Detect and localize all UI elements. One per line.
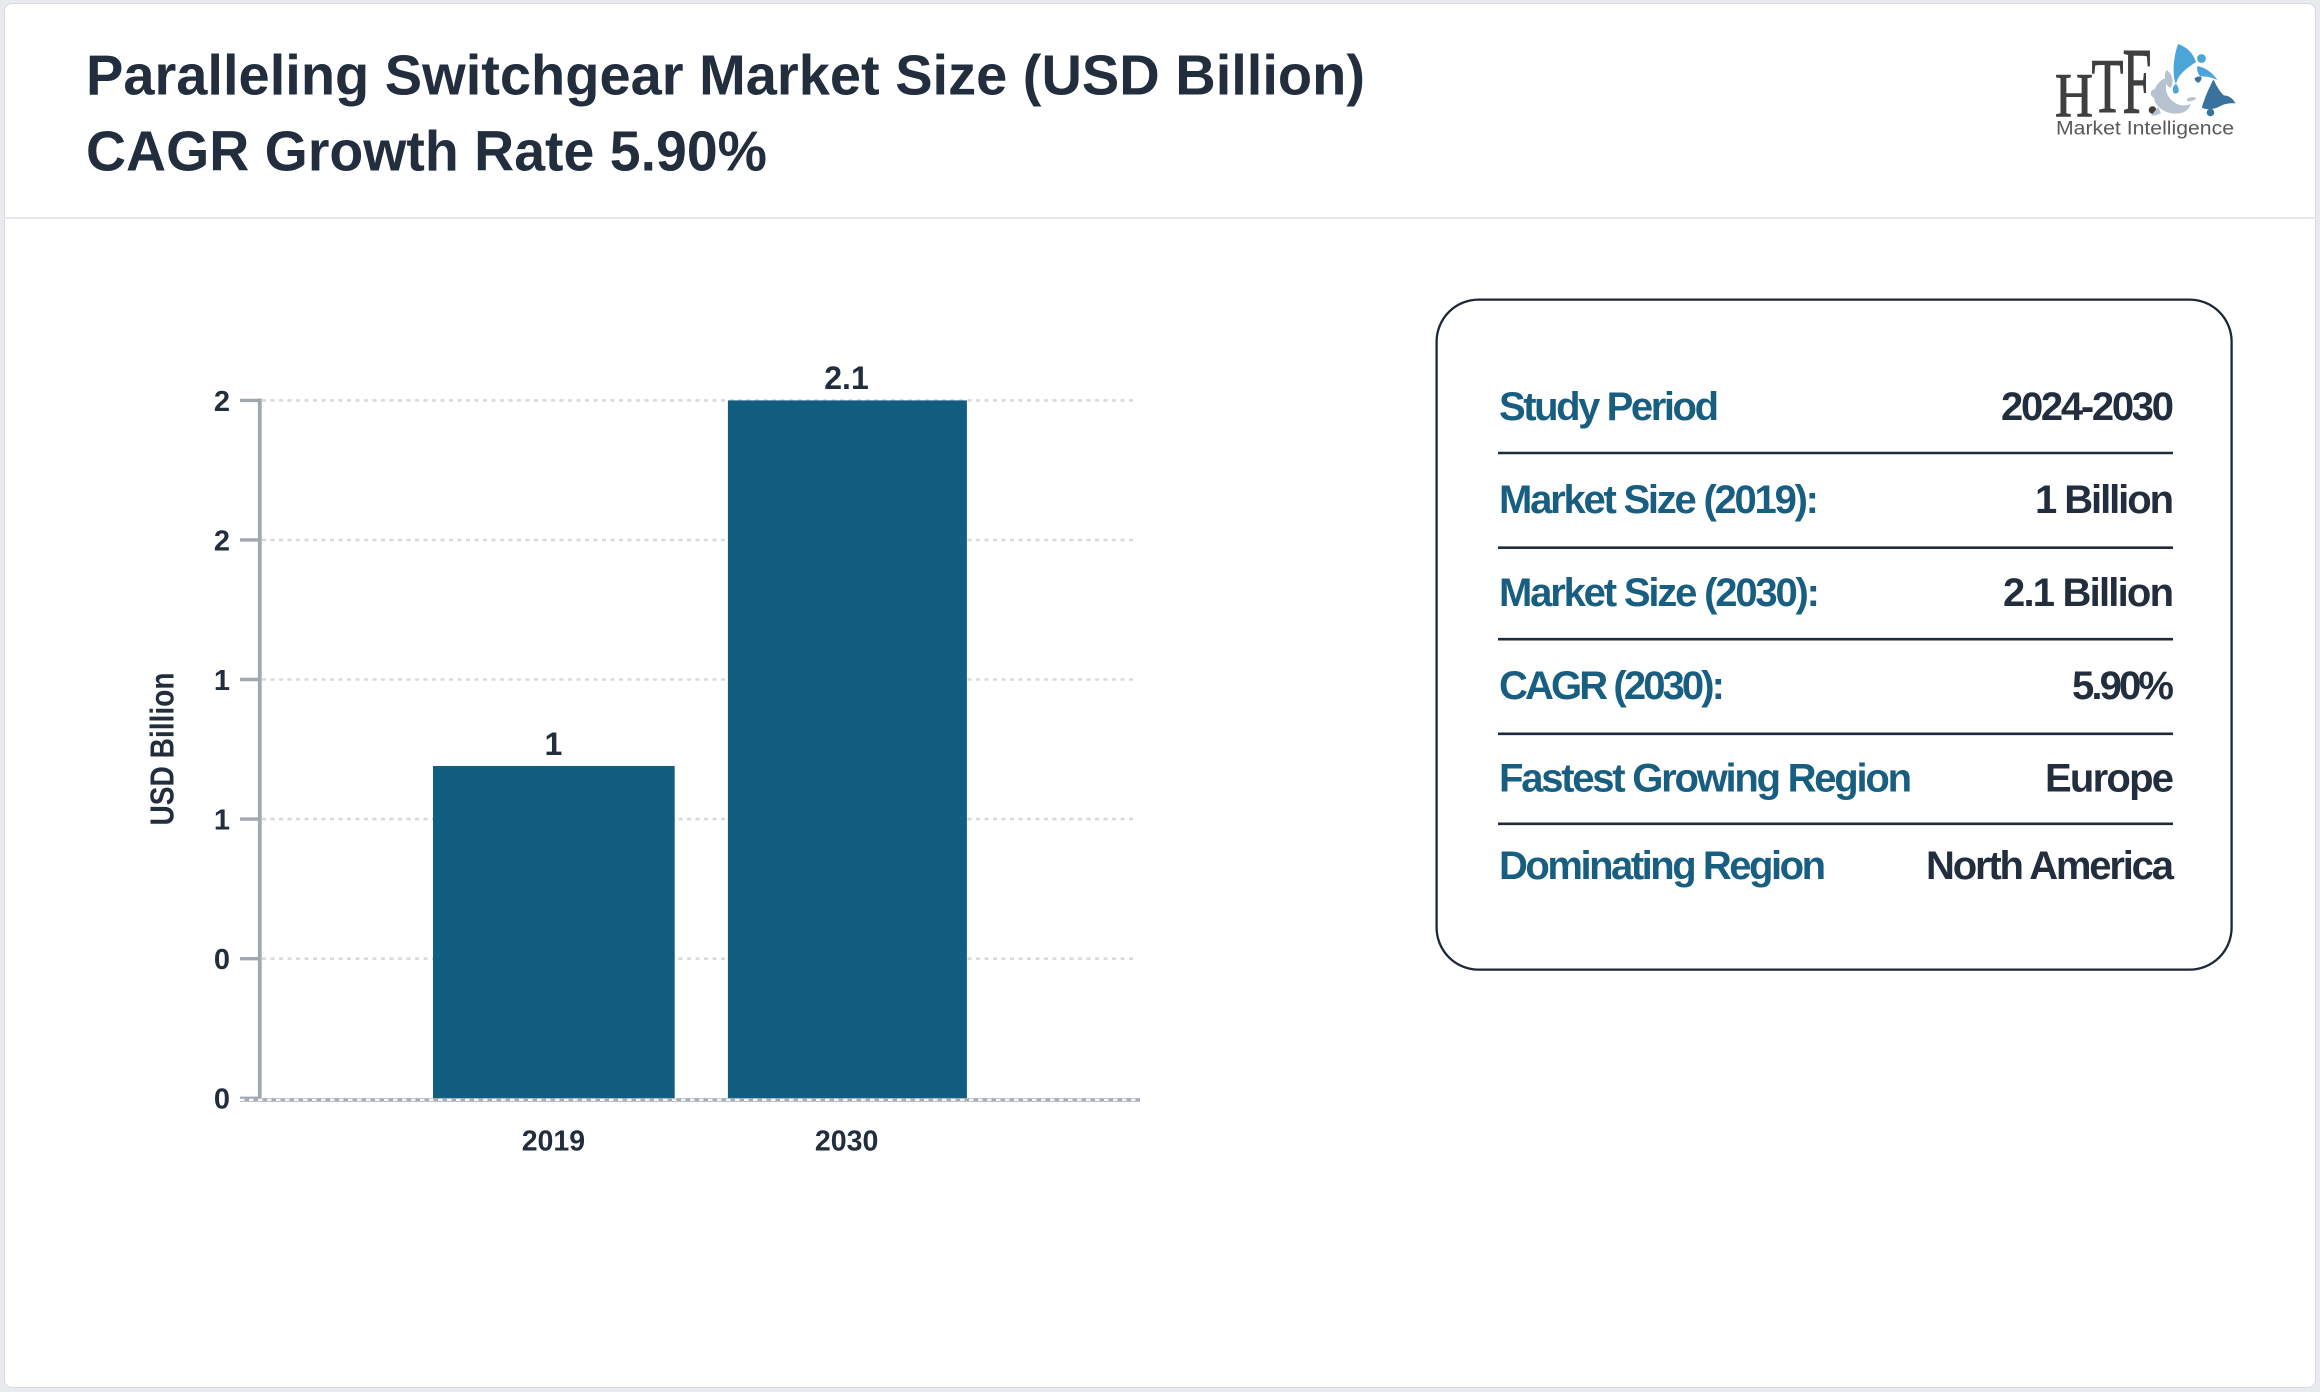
svg-text:2.1 Billion: 2.1 Billion (2003, 571, 2174, 615)
svg-text:1: 1 (214, 805, 230, 837)
svg-text:Dominating Region: Dominating Region (1499, 844, 1826, 888)
svg-text:Paralleling Switchgear Market: Paralleling Switchgear Market Size (USD … (86, 44, 1365, 108)
svg-text:1 Billion: 1 Billion (2035, 478, 2174, 522)
svg-text:0: 0 (214, 944, 230, 976)
svg-text:5.90%: 5.90% (2072, 664, 2174, 708)
svg-text:F: F (2123, 30, 2152, 134)
svg-text:CAGR Growth Rate 5.90%: CAGR Growth Rate 5.90% (86, 120, 767, 184)
svg-text:H: H (2055, 62, 2093, 130)
svg-text:Study Period: Study Period (1499, 385, 1719, 429)
svg-text:North America: North America (1926, 844, 2175, 888)
svg-text:Market Size (2019):: Market Size (2019): (1499, 478, 1819, 522)
svg-text:2: 2 (214, 525, 230, 557)
svg-text:2: 2 (214, 386, 230, 418)
svg-text:2030: 2030 (815, 1126, 878, 1158)
svg-text:2019: 2019 (522, 1126, 585, 1158)
svg-text:T: T (2092, 43, 2124, 129)
svg-text:0: 0 (214, 1084, 230, 1116)
svg-text:Market Intelligence: Market Intelligence (2056, 119, 2234, 140)
svg-text:1: 1 (214, 665, 230, 697)
svg-text:2024-2030: 2024-2030 (2001, 385, 2174, 429)
svg-text:Fastest Growing Region: Fastest Growing Region (1499, 757, 1912, 801)
svg-text:Europe: Europe (2045, 757, 2174, 801)
svg-text:CAGR (2030):: CAGR (2030): (1499, 664, 1725, 708)
svg-text:1: 1 (545, 726, 563, 762)
svg-text:USD Billion: USD Billion (144, 673, 181, 826)
svg-text:2.1: 2.1 (824, 360, 868, 396)
svg-text:Market Size (2030):: Market Size (2030): (1499, 571, 1820, 615)
